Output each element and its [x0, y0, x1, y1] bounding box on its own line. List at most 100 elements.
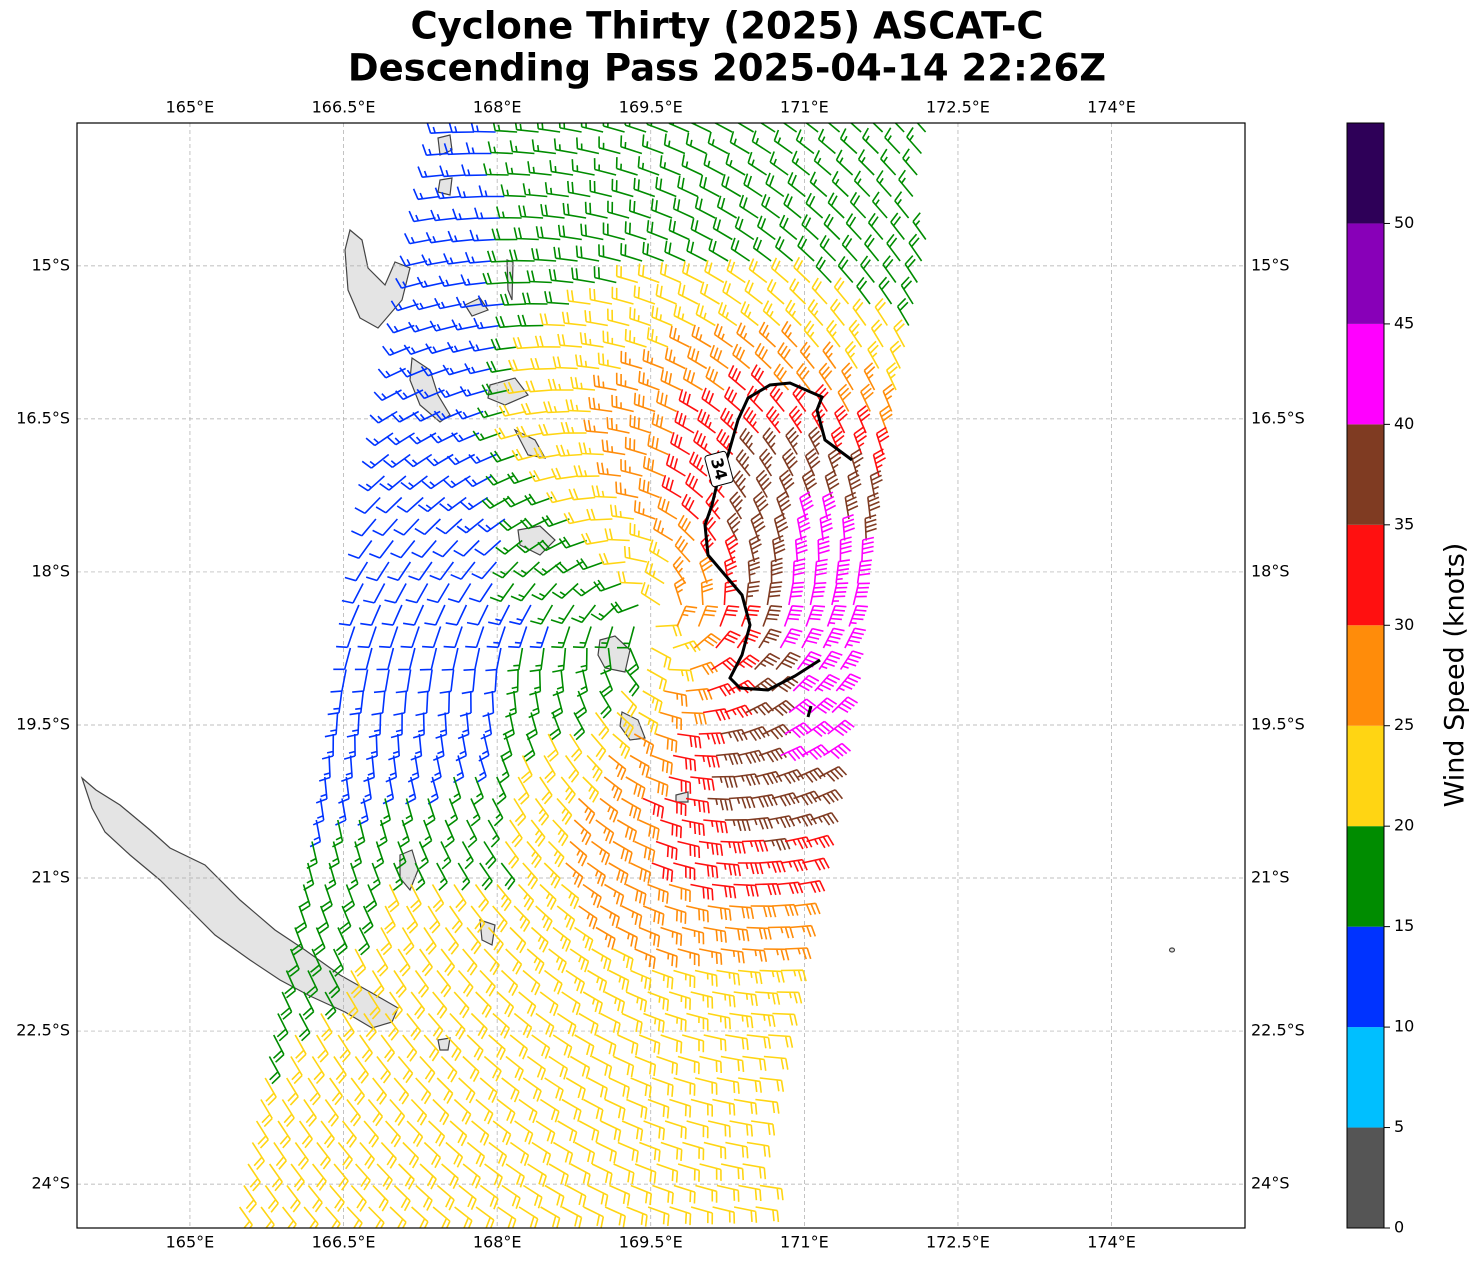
- wind-barb: [720, 1055, 745, 1072]
- wind-barb: [809, 171, 828, 198]
- wind-barb: [629, 522, 652, 542]
- wind-barb: [464, 363, 492, 375]
- wind-barb: [309, 948, 322, 977]
- wind-barb: [738, 1077, 762, 1093]
- wind-barb: [804, 448, 821, 477]
- wind-barb: [633, 733, 655, 757]
- wind-barb: [733, 773, 761, 787]
- wind-barb: [646, 220, 669, 241]
- wind-barb: [335, 798, 347, 826]
- wind-barb: [625, 776, 646, 800]
- wind-barb: [664, 797, 687, 817]
- wind-barb: [389, 991, 403, 1020]
- colorbar-segment: [1347, 725, 1384, 827]
- wind-barb: [634, 840, 656, 863]
- wind-barb: [426, 583, 450, 604]
- wind-barb: [893, 319, 906, 348]
- wind-barb: [582, 991, 603, 1015]
- wind-barb: [376, 647, 395, 671]
- wind-barb: [552, 647, 567, 673]
- wind-barb: [695, 1184, 718, 1203]
- wind-barb: [580, 123, 604, 133]
- wind-barb: [577, 797, 596, 824]
- wind-barb: [690, 123, 711, 133]
- wind-barb: [410, 884, 422, 913]
- wind-barb: [797, 880, 826, 894]
- wind-barb: [495, 315, 522, 329]
- wind-barb: [442, 364, 471, 376]
- wind-barb: [548, 1055, 569, 1080]
- lon-tick-label: 168°E: [473, 1233, 522, 1252]
- wind-barb: [522, 969, 541, 996]
- wind-barb: [878, 276, 893, 305]
- wind-barb: [737, 749, 766, 764]
- wind-barb: [497, 1206, 517, 1228]
- wind-barb: [621, 797, 642, 821]
- wind-barb: [390, 300, 419, 312]
- wind-barb: [360, 604, 382, 626]
- wind-barb: [557, 224, 582, 241]
- wind-barb: [602, 222, 626, 241]
- wind-barb: [615, 264, 639, 284]
- wind-barb: [397, 948, 411, 977]
- wind-barbs: [238, 123, 927, 1228]
- wind-barb: [514, 123, 539, 133]
- wind-barb: [664, 240, 686, 262]
- wind-barb: [699, 555, 713, 584]
- wind-barb: [419, 647, 438, 671]
- wind-barb: [462, 1163, 481, 1189]
- wind-barb: [849, 123, 862, 133]
- wind-barb: [320, 1120, 335, 1149]
- wind-barb: [870, 319, 884, 348]
- wind-barb: [861, 536, 875, 563]
- wind-barb: [575, 354, 600, 370]
- wind-barb: [479, 969, 496, 997]
- wind-barb: [333, 1056, 347, 1084]
- wind-barb: [424, 604, 446, 626]
- wind-barb: [455, 409, 484, 420]
- wind-barb: [844, 491, 859, 520]
- wind-barb: [699, 174, 720, 198]
- wind-barb: [414, 862, 426, 891]
- wind-barb: [475, 1098, 494, 1125]
- wind-barb: [638, 819, 660, 841]
- wind-barb: [762, 427, 777, 455]
- wind-barb: [468, 583, 493, 603]
- wind-barb: [309, 819, 322, 848]
- wind-barb: [379, 626, 399, 649]
- plot-frame: [76, 122, 1246, 1229]
- wind-barb: [511, 448, 540, 461]
- wind-barb: [722, 280, 742, 305]
- wind-barb: [660, 369, 682, 391]
- wind-barb: [837, 255, 854, 284]
- wind-barb: [728, 796, 756, 809]
- wind-barb: [721, 174, 742, 198]
- wind-barb: [758, 628, 782, 649]
- wind-barb: [668, 991, 691, 1010]
- lat-tick-label: 16.5°S: [1251, 408, 1305, 427]
- wind-barb: [473, 776, 484, 805]
- wind-barb: [615, 157, 638, 176]
- wind-barb: [449, 1012, 466, 1040]
- wind-barb: [704, 260, 725, 284]
- wind-barb: [482, 272, 509, 285]
- wind-barb: [560, 421, 587, 434]
- wind-barb: [268, 1056, 281, 1085]
- wind-barb: [694, 862, 719, 879]
- wind-barb: [750, 364, 768, 391]
- wind-barb: [716, 862, 741, 877]
- wind-barb: [552, 819, 569, 847]
- wind-barb: [646, 668, 668, 692]
- island: [437, 177, 453, 196]
- wind-barb: [751, 130, 772, 155]
- wind-barb: [403, 233, 432, 245]
- wind-barb: [321, 733, 335, 760]
- wind-barb: [505, 162, 531, 176]
- wind-barb: [440, 841, 452, 870]
- wind-barb: [617, 626, 635, 649]
- wind-barb: [464, 251, 492, 264]
- wind-barb: [453, 1098, 472, 1125]
- wind-barb: [896, 297, 910, 326]
- wind-barb: [508, 249, 535, 262]
- wind-barb: [916, 123, 927, 133]
